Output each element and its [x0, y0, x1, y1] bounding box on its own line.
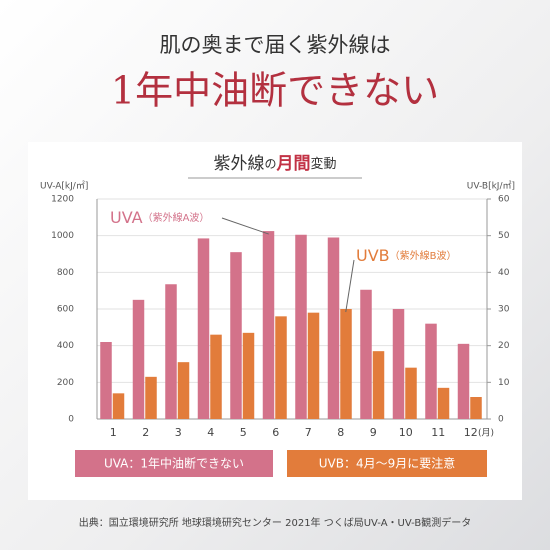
bar — [457, 343, 470, 419]
subtitle: 肌の奥まで届く紫外線は — [160, 33, 391, 57]
y-tick-label: 0 — [68, 415, 74, 425]
legend-label: UVA（紫外線A波） — [110, 208, 209, 227]
badge — [287, 450, 487, 477]
bar — [132, 299, 145, 419]
bar — [112, 393, 125, 419]
bar — [470, 397, 482, 419]
x-tick-label: 7 — [305, 426, 312, 439]
x-tick-label: 12 — [464, 426, 478, 439]
x-tick-label: 10 — [399, 426, 413, 439]
bar — [177, 362, 190, 419]
badge-label: UVA：1年中油断できない — [104, 456, 244, 471]
badge — [75, 450, 273, 477]
legend-name: UVA — [110, 208, 143, 227]
x-tick-label: 11 — [431, 426, 445, 439]
bar — [165, 284, 177, 419]
y-tick-label: 1200 — [51, 195, 74, 205]
bar — [275, 316, 287, 419]
y2-tick-label: 20 — [498, 341, 510, 351]
bar — [262, 231, 275, 419]
y-tick-label: 600 — [57, 305, 74, 315]
y2-tick-label: 50 — [498, 231, 510, 241]
leader-line — [221, 217, 269, 235]
y-tick-label: 400 — [57, 341, 74, 351]
bar — [197, 238, 210, 419]
x-tick-label: 1 — [110, 426, 117, 439]
y-tick-label: 800 — [57, 268, 74, 278]
y-tick-label: 200 — [57, 378, 74, 388]
legend-name: UVB — [356, 246, 390, 265]
leader-line — [345, 259, 355, 313]
bar — [340, 309, 352, 419]
x-tick-label: 2 — [142, 426, 149, 439]
y2-tick-label: 10 — [498, 378, 510, 388]
x-tick-label: 9 — [370, 426, 377, 439]
x-tick-label: 6 — [272, 426, 279, 439]
legend-label: UVB（紫外線B波） — [356, 246, 457, 265]
x-tick-label: 3 — [175, 426, 182, 439]
y2-axis-label: UV-B[kJ/㎡] — [467, 181, 515, 192]
chart-title-part: 月間 — [276, 154, 311, 174]
bar — [100, 342, 112, 419]
y2-tick-label: 30 — [498, 305, 510, 315]
y-tick-label: 1000 — [51, 231, 74, 241]
bar — [327, 237, 340, 419]
bar — [145, 376, 157, 419]
chart-title: 紫外線の月間変動 — [213, 154, 336, 174]
bar — [405, 367, 417, 419]
legend-note: （紫外線A波） — [143, 211, 210, 224]
chart-card — [28, 142, 522, 500]
chart-title-part: の — [264, 157, 276, 171]
bar — [307, 312, 320, 419]
x-unit: (月) — [478, 428, 494, 439]
bar — [437, 387, 450, 419]
x-tick-label: 4 — [207, 426, 214, 439]
headline: 1年中油断できない — [111, 69, 439, 113]
chart-title-part: 変動 — [311, 156, 337, 172]
bar — [360, 289, 372, 419]
bar — [392, 309, 405, 419]
x-tick-label: 5 — [240, 426, 247, 439]
bar — [372, 351, 385, 419]
y2-tick-label: 0 — [498, 415, 504, 425]
bar — [295, 234, 307, 419]
y-axis-label: UV-A[kJ/㎡] — [40, 181, 88, 192]
x-tick-label: 8 — [337, 426, 344, 439]
bar — [425, 323, 437, 419]
bar — [230, 252, 242, 419]
legend-note: （紫外線B波） — [390, 249, 457, 262]
y2-tick-label: 40 — [498, 268, 510, 278]
bar — [210, 334, 222, 419]
chart-title-part: 紫外線 — [213, 154, 264, 174]
source: 出典：国立環境研究所 地球環境研究センター 2021年 つくば局UV-A・UV-… — [79, 516, 471, 529]
badge-label: UVB：4月～9月に要注意 — [319, 456, 456, 471]
bar — [242, 332, 255, 419]
y2-tick-label: 60 — [498, 195, 510, 205]
